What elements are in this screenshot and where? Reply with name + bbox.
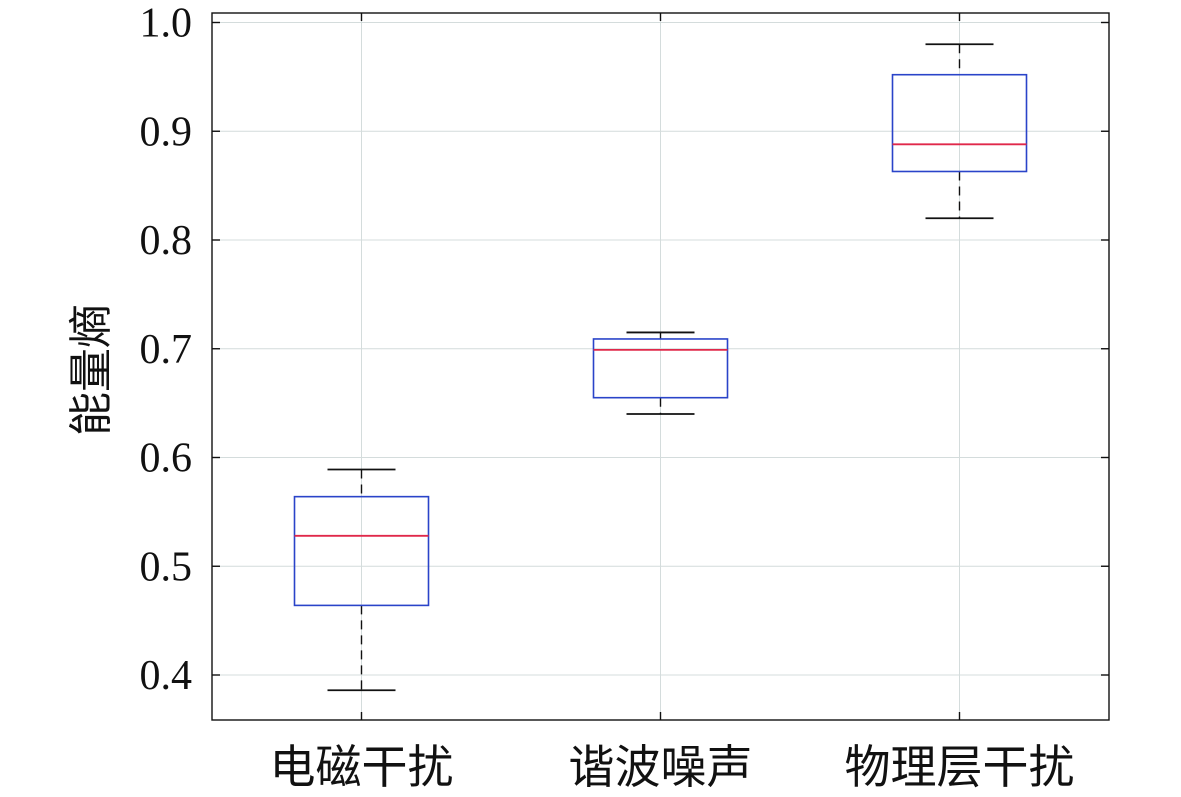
y-tick-label: 0.8 bbox=[140, 218, 193, 264]
box-group bbox=[592, 331, 729, 415]
y-tick-label: 0.7 bbox=[140, 327, 193, 373]
grid-layer bbox=[212, 13, 1109, 720]
box-layer bbox=[293, 43, 1028, 692]
tick-layer: 0.4 0.5 0.6 0.7 0.8 0.9 1.0 电磁干扰 谐波噪声 物理层干扰 bbox=[140, 1, 1109, 793]
x-category-label: 谐波噪声 bbox=[569, 742, 753, 792]
y-tick-label: 1.0 bbox=[140, 1, 193, 47]
y-axis-label: 能量熵 bbox=[67, 304, 116, 436]
x-category-label: 物理层干扰 bbox=[845, 742, 1075, 792]
y-tick-label: 0.5 bbox=[140, 544, 193, 590]
interquartile-box bbox=[592, 338, 729, 399]
x-category-label: 电磁干扰 bbox=[270, 742, 454, 792]
interquartile-box bbox=[891, 73, 1028, 173]
box-group bbox=[891, 43, 1028, 220]
y-tick-label: 0.6 bbox=[140, 436, 193, 482]
y-tick-label: 0.9 bbox=[140, 109, 193, 155]
box-group bbox=[293, 468, 430, 692]
y-tick-label: 0.4 bbox=[140, 653, 193, 699]
interquartile-box bbox=[293, 495, 430, 607]
